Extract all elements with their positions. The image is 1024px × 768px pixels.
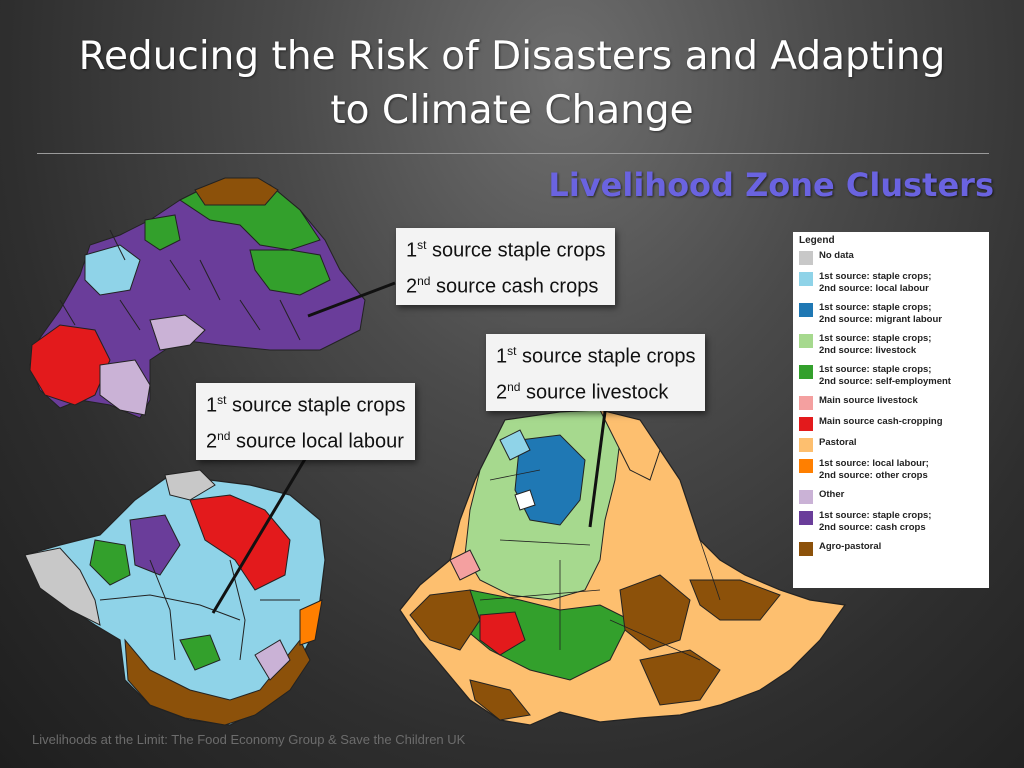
pointer-line-3 (211, 453, 310, 614)
legend-swatch (799, 251, 813, 265)
title-line-2: to Climate Change (330, 88, 694, 133)
legend-label: 1st source: staple crops; 2nd source: sel… (819, 364, 951, 387)
burkina-faso-map (29, 177, 366, 419)
callout-livestock: 1st source staple crops 2nd source lives… (486, 334, 706, 412)
legend-label: 1st source: staple crops; 2nd source: loc… (819, 271, 932, 294)
zimbabwe-map (24, 469, 326, 726)
legend-item: Other (799, 489, 983, 504)
title-divider (37, 153, 989, 154)
legend-swatch (799, 459, 813, 473)
legend-item: No data (799, 250, 983, 265)
legend-label: 1st source: staple crops; 2nd source: liv… (819, 333, 932, 356)
legend-title: Legend (799, 235, 835, 246)
slide-title: Reducing the Risk of Disasters and Adapt… (60, 30, 964, 138)
pointer-line-2 (588, 403, 608, 528)
ethiopia-map (399, 409, 847, 726)
legend-item: Agro-pastoral (799, 541, 983, 556)
legend-label: Main source cash-cropping (819, 416, 943, 427)
legend-swatch (799, 511, 813, 525)
callout-local-labour: 1st source staple crops 2nd source local… (196, 383, 416, 461)
legend-item: 1st source: staple crops; 2nd source: loc… (799, 271, 983, 295)
section-subtitle: Livelihood Zone Clusters (548, 166, 994, 204)
source-credit: Livelihoods at the Limit: The Food Econo… (32, 732, 466, 747)
legend-swatch (799, 396, 813, 410)
legend-items: No data 1st source: staple crops; 2nd sour… (799, 250, 983, 556)
legend-swatch (799, 438, 813, 452)
legend-item: Main source cash-cropping (799, 416, 983, 431)
map-legend: Legend No data 1st source: staple crops; 2… (793, 232, 989, 588)
legend-swatch (799, 272, 813, 286)
legend-label: 1st source: staple crops; 2nd source: cas… (819, 510, 932, 533)
legend-item: 1st source: staple crops; 2nd source: cas… (799, 510, 983, 534)
legend-item: Main source livestock (799, 395, 983, 410)
legend-label: Main source livestock (819, 395, 918, 406)
title-line-1: Reducing the Risk of Disasters and Adapt… (78, 34, 946, 79)
pointer-line-1 (307, 281, 396, 318)
legend-swatch (799, 490, 813, 504)
legend-swatch (799, 334, 813, 348)
legend-item: 1st source: local labour; 2nd source: oth… (799, 458, 983, 482)
legend-label: Pastoral (819, 437, 857, 448)
legend-label: 1st source: staple crops; 2nd source: mig… (819, 302, 942, 325)
legend-label: Other (819, 489, 845, 500)
legend-label: 1st source: local labour; 2nd source: oth… (819, 458, 929, 481)
legend-item: 1st source: staple crops; 2nd source: sel… (799, 364, 983, 388)
legend-label: Agro-pastoral (819, 541, 882, 552)
legend-swatch (799, 417, 813, 431)
legend-swatch (799, 542, 813, 556)
legend-item: Pastoral (799, 437, 983, 452)
legend-swatch (799, 303, 813, 317)
legend-item: 1st source: staple crops; 2nd source: mig… (799, 302, 983, 326)
legend-label: No data (819, 250, 854, 261)
legend-item: 1st source: staple crops; 2nd source: liv… (799, 333, 983, 357)
legend-swatch (799, 365, 813, 379)
callout-cash-crops: 1st source staple crops 2nd source cash … (396, 228, 616, 306)
